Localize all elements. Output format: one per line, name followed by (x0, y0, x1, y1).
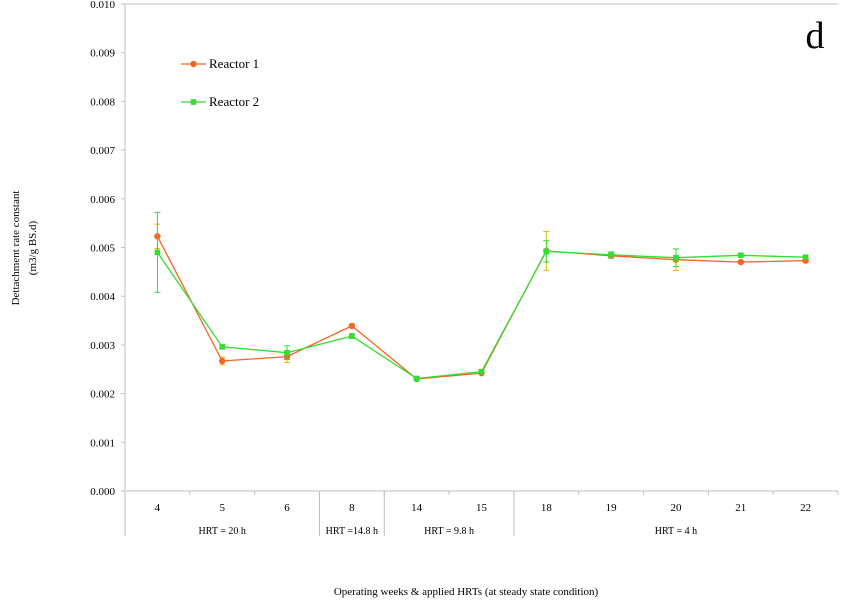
data-point (348, 322, 356, 330)
y-tick-label: 0.009 (90, 48, 115, 60)
data-point (219, 357, 226, 365)
series-line (156, 236, 806, 380)
y-tick-label: 0.007 (90, 145, 115, 157)
x-tick-label: 18 (541, 502, 553, 514)
hrt-group-label: HRT = 20 h (199, 526, 246, 537)
data-point (154, 249, 161, 256)
x-tick-label: 21 (735, 502, 746, 514)
legend-label: Reactor 2 (209, 94, 259, 109)
legend: Reactor 1 Reactor 2 (181, 56, 259, 109)
x-tick-label: 5 (219, 502, 225, 514)
panel-label: d (806, 15, 825, 57)
x-axis-title: Operating weeks & applied HRTs (at stead… (334, 586, 599, 598)
data-point (413, 375, 420, 382)
x-tick-label: 15 (476, 502, 488, 514)
x-tick-labels: 4 5 6 8 14 15 18 19 20 21 22 (124, 491, 839, 536)
y-tick-label: 0.005 (90, 243, 115, 255)
series-layer (154, 211, 809, 383)
y-tick-label: 0.003 (90, 340, 115, 352)
data-point (608, 252, 614, 258)
x-tick-label: 8 (349, 502, 355, 514)
x-tick-label: 20 (670, 502, 682, 514)
data-point (284, 349, 290, 356)
y-axis-title-line1: Dettachment rate constant (10, 191, 22, 306)
data-point (737, 252, 744, 259)
data-point (673, 254, 679, 261)
legend-marker (190, 99, 197, 105)
legend-marker (190, 60, 197, 68)
x-tick-label: 6 (284, 502, 290, 514)
x-tick-label: 22 (800, 502, 811, 514)
axes (124, 4, 838, 492)
y-tick-label: 0.004 (90, 291, 115, 303)
x-tick-label: 4 (155, 502, 161, 514)
y-axis-title-line2: (m3/g BS.d) (27, 220, 39, 275)
data-point (349, 333, 355, 339)
data-point (543, 248, 550, 255)
series-2 (154, 211, 809, 382)
hrt-group-labels: HRT = 20 h HRT =14.8 h HRT = 9.8 h HRT = 4 … (199, 491, 697, 537)
x-tick-label: 14 (411, 502, 423, 514)
data-point (478, 368, 485, 375)
y-tick-label: 0.008 (90, 96, 115, 108)
legend-label: Reactor 1 (209, 56, 259, 71)
data-point (737, 258, 744, 266)
y-tick-label: 0.002 (90, 389, 115, 401)
data-point (219, 344, 226, 350)
data-point (802, 254, 809, 261)
y-tick-labels: 0.000 0.001 0.002 0.003 0.004 0.005 0.006 0.007… (90, 0, 125, 498)
y-tick-label: 0.010 (90, 0, 115, 11)
y-tick-label: 0.000 (90, 486, 115, 498)
hrt-group-label: HRT = 4 h (655, 526, 697, 537)
y-tick-label: 0.001 (90, 437, 115, 449)
x-tick-label: 19 (606, 502, 618, 514)
series-1 (154, 223, 809, 383)
hrt-group-label: HRT =14.8 h (326, 526, 378, 537)
hrt-group-label: HRT = 9.8 h (424, 526, 474, 537)
y-tick-label: 0.006 (90, 194, 115, 206)
